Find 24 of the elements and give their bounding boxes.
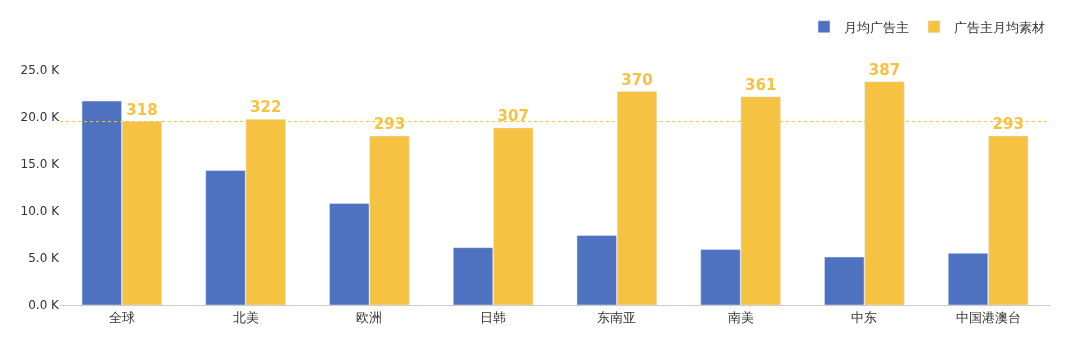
- y-tick-label: 20.0 K: [20, 110, 61, 125]
- x-tick-label: 全球: [108, 309, 135, 325]
- x-tick-label: 中国港澳台: [955, 309, 1021, 325]
- data-label: 387: [868, 60, 901, 79]
- x-tick-label: 南美: [727, 309, 754, 325]
- data-label: 322: [250, 98, 282, 117]
- y-tick-label: 0.0 K: [28, 298, 61, 313]
- data-label: 293: [992, 114, 1024, 133]
- legend-label: 月均广告主: [844, 19, 909, 35]
- y-tick-label: 5.0 K: [28, 251, 61, 266]
- data-label: 370: [621, 70, 653, 89]
- y-tick-label: 10.0 K: [20, 204, 61, 219]
- x-tick-label: 东南亚: [597, 309, 637, 325]
- x-tick-label: 中东: [851, 309, 878, 325]
- x-tick-label: 日韩: [480, 309, 507, 325]
- data-label: 307: [497, 106, 529, 125]
- data-label: 318: [126, 100, 158, 119]
- legend-label: 广告主月均素材: [954, 19, 1045, 35]
- y-tick-label: 25.0 K: [20, 63, 61, 78]
- x-tick-label: 北美: [232, 309, 259, 325]
- data-label: 293: [373, 114, 406, 133]
- y-tick-label: 15.0 K: [20, 157, 61, 172]
- x-tick-label: 欧洲: [356, 309, 383, 325]
- data-label: 361: [745, 75, 777, 94]
